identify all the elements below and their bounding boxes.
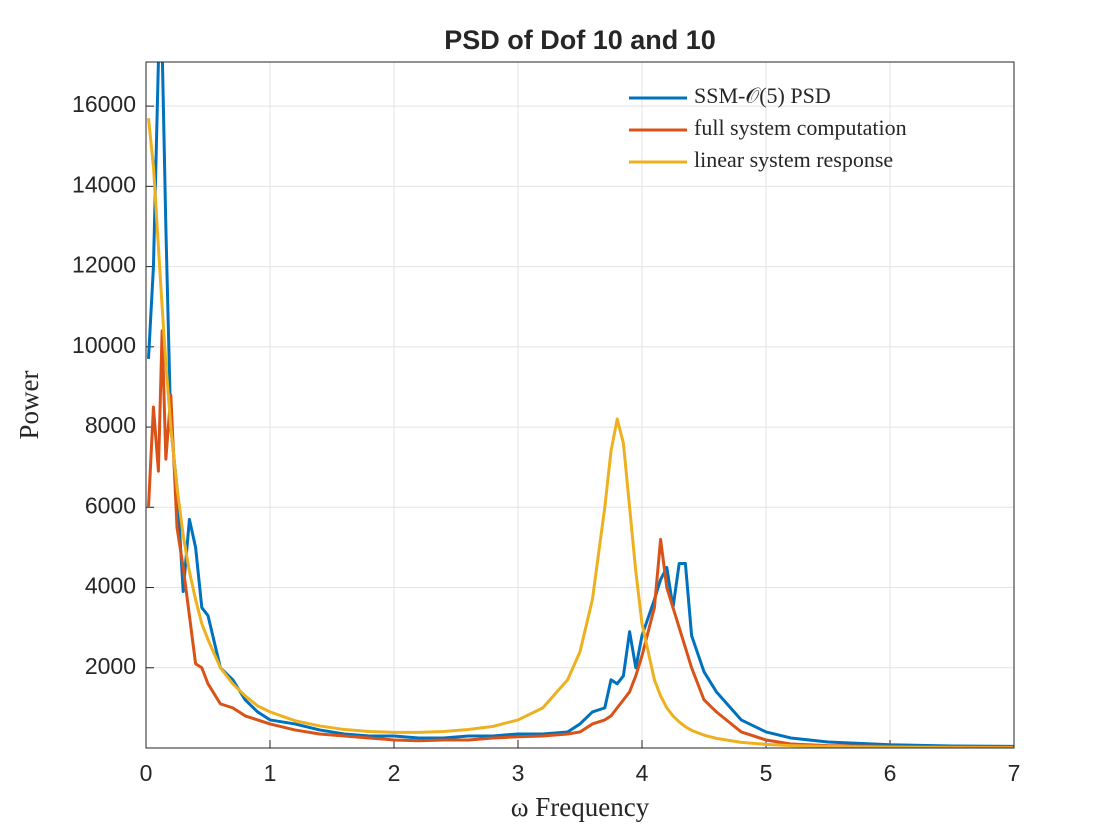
series-line [146,118,1014,748]
x-tick-label: 2 [388,760,401,786]
y-tick-label: 10000 [72,332,136,358]
x-tick-label: 5 [760,760,773,786]
legend-label: full system computation [694,115,907,140]
y-tick-label: 16000 [72,91,136,117]
y-tick-label: 2000 [85,653,136,679]
chart-title: PSD of Dof 10 and 10 [444,25,716,55]
y-tick-label: 6000 [85,492,136,518]
x-tick-label: 1 [264,760,277,786]
axes-box [145,61,1015,749]
x-tick-label: 3 [512,760,525,786]
x-tick-label: 4 [636,760,649,786]
series-line [146,329,1014,748]
y-axis-label: Power [14,371,44,440]
y-tick-label: 12000 [72,252,136,278]
y-tick-label: 8000 [85,412,136,438]
plot-area [146,62,1014,748]
legend-label: linear system response [694,147,893,172]
y-tick-label: 4000 [85,573,136,599]
legend-label: SSM-𝒪(5) PSD [694,83,831,108]
series-line [146,62,1014,748]
legend: SSM-𝒪(5) PSD full system computation linea… [629,83,907,172]
y-tick-label: 14000 [72,171,136,197]
x-tick-label: 7 [1008,760,1021,786]
x-tick-label: 6 [884,760,897,786]
x-tick-label: 0 [140,760,153,786]
x-axis-label: ω Frequency [511,792,650,822]
